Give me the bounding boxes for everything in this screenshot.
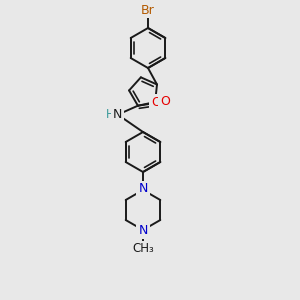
Text: O: O bbox=[160, 95, 170, 108]
Text: N: N bbox=[138, 224, 148, 238]
Text: CH₃: CH₃ bbox=[132, 242, 154, 256]
Text: H: H bbox=[106, 108, 114, 121]
Text: Br: Br bbox=[141, 4, 155, 16]
Text: N: N bbox=[113, 108, 123, 121]
Text: O: O bbox=[151, 95, 161, 109]
Text: N: N bbox=[138, 182, 148, 196]
